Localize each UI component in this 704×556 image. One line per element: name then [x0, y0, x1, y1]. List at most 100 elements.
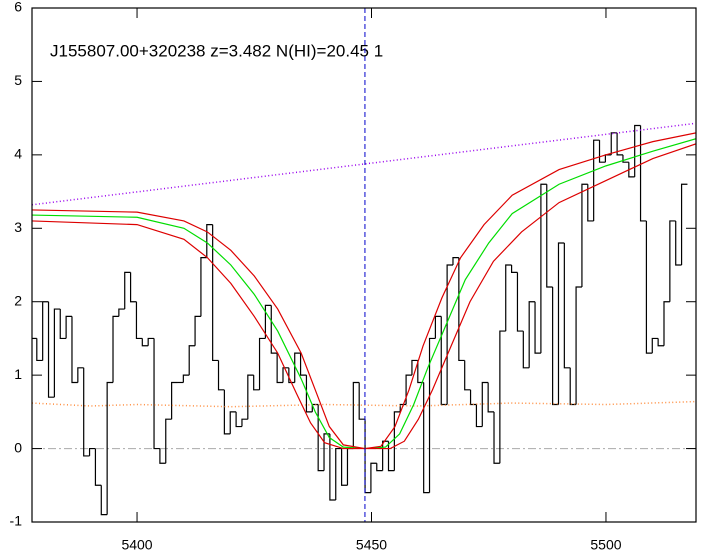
flux-step	[188, 345, 196, 376]
flux-step	[458, 257, 465, 362]
plot-frame	[31, 7, 697, 523]
flux-step	[229, 411, 237, 434]
flux-step	[628, 162, 635, 178]
flux-step	[47, 301, 55, 398]
flux-step	[323, 433, 330, 471]
flux-step	[452, 257, 459, 265]
flux-step	[83, 367, 90, 457]
flux-step	[182, 374, 190, 383]
flux-step	[557, 242, 565, 405]
flux-step	[124, 271, 131, 310]
flux-step	[552, 287, 559, 406]
flux-step	[77, 367, 84, 383]
flux-step	[634, 124, 641, 177]
y-tick-label: 3	[14, 219, 22, 235]
dotted-curve	[32, 400, 696, 408]
flux-step	[258, 337, 266, 390]
flux-step	[299, 353, 307, 376]
flux-step	[106, 381, 114, 515]
flux-step	[528, 301, 536, 368]
flux-step	[288, 367, 295, 384]
flux-step	[200, 257, 207, 317]
flux-step	[499, 330, 506, 464]
chart-title: J155807.00+320238 z=3.482 N(HI)=20.45 1	[50, 41, 383, 60]
flux-step	[294, 352, 301, 383]
flux-step	[387, 441, 395, 472]
flux-step	[165, 418, 172, 464]
flux-step	[206, 224, 213, 258]
flux-step	[534, 301, 541, 354]
flux-step	[622, 154, 629, 163]
flux-step	[118, 308, 125, 317]
flux-step	[651, 337, 659, 354]
flux-step	[223, 389, 231, 435]
flux-step	[171, 381, 178, 420]
flux-step	[135, 301, 143, 340]
y-tick-label: -1	[10, 513, 23, 529]
x-tick-label: 5450	[356, 537, 387, 553]
flux-step	[575, 286, 582, 405]
flux-step	[305, 375, 313, 413]
flux-step	[493, 411, 500, 464]
flux-step	[428, 337, 436, 493]
flux-step	[212, 224, 219, 362]
flux-step	[235, 411, 242, 428]
flux-step	[399, 403, 407, 412]
flux-step	[147, 337, 155, 346]
y-tick-label: 5	[14, 72, 22, 88]
flux-step	[645, 220, 653, 354]
flux-step	[469, 389, 477, 406]
flux-step	[217, 360, 225, 391]
flux-step	[680, 183, 688, 265]
model-curve	[32, 132, 696, 450]
flux-step	[53, 308, 61, 398]
model-curve	[32, 138, 696, 450]
flux-step	[516, 272, 524, 332]
flux-step	[569, 367, 577, 406]
flux-step	[481, 381, 489, 427]
y-tick-label: 1	[14, 366, 22, 382]
flux-step	[593, 139, 600, 221]
flux-step	[405, 374, 412, 405]
flux-step	[317, 404, 325, 472]
flux-step	[616, 132, 623, 156]
y-tick-label: 4	[14, 146, 22, 162]
flux-step	[241, 418, 248, 427]
flux-step	[639, 125, 647, 222]
flux-step	[36, 338, 43, 362]
flux-step	[663, 301, 670, 346]
flux-step	[153, 338, 160, 450]
flux-step	[434, 315, 442, 339]
flux-step	[669, 220, 676, 302]
flux-step	[247, 374, 254, 420]
flux-step	[329, 433, 336, 501]
flux-step	[282, 367, 289, 383]
flux-step	[546, 184, 553, 288]
flux-step	[423, 382, 430, 494]
flux-step	[141, 338, 149, 347]
flux-step	[505, 264, 512, 332]
flux-step	[487, 382, 495, 413]
flux-step	[382, 440, 389, 471]
flux-step	[71, 316, 78, 384]
y-tick-label: 0	[14, 439, 22, 455]
flux-step	[276, 353, 283, 384]
flux-step	[598, 140, 606, 163]
model-curve	[32, 143, 696, 450]
flux-step	[352, 381, 360, 449]
flux-step	[88, 447, 96, 456]
flux-step	[393, 411, 401, 471]
flux-step	[264, 304, 272, 339]
flux-step	[341, 448, 348, 486]
flux-step	[112, 315, 119, 383]
flux-step	[59, 309, 67, 340]
flux-step	[563, 242, 571, 369]
flux-step	[370, 462, 377, 493]
flux-step	[610, 132, 618, 155]
flux-step	[335, 447, 342, 500]
flux-step	[65, 315, 72, 339]
flux-step	[376, 463, 383, 472]
flux-step	[42, 301, 49, 361]
